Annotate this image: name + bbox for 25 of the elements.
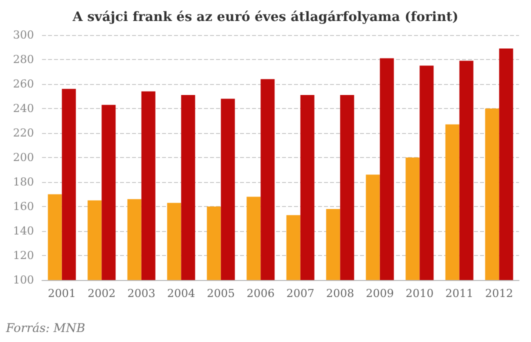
x-tick-label: 2005 — [206, 287, 235, 300]
x-tick-label: 2011 — [445, 287, 474, 300]
x-tick-label: 2012 — [485, 287, 514, 300]
y-tick-label: 260 — [13, 78, 34, 90]
y-tick-label: 240 — [13, 102, 34, 115]
x-tick-label: 2003 — [127, 287, 156, 300]
x-tick-label: 2009 — [366, 287, 394, 300]
chart-title: A svájci frank és az euró éves átlagárfolyama (forint) — [72, 10, 458, 25]
y-tick-label: 180 — [13, 176, 34, 188]
x-tick-label: 2010 — [406, 287, 434, 300]
y-tick-label: 280 — [13, 53, 34, 66]
x-tick-label: 2001 — [48, 287, 76, 300]
y-tick-label: 300 — [13, 28, 34, 42]
y-tick-label: 140 — [13, 224, 34, 238]
x-tick-label: 2002 — [88, 287, 116, 300]
x-tick-label: 2006 — [246, 287, 275, 300]
y-tick-label: 200 — [13, 151, 34, 164]
x-tick-label: 2007 — [286, 287, 314, 300]
y-tick-label: 160 — [13, 200, 34, 213]
y-tick-label: 120 — [13, 249, 34, 262]
y-tick-label: 220 — [13, 126, 34, 140]
x-tick-label: 2004 — [167, 287, 196, 300]
x-tick-label: 2008 — [326, 287, 354, 300]
y-tick-label: 100 — [13, 274, 34, 286]
text: Forrás: MNB — [5, 321, 86, 335]
